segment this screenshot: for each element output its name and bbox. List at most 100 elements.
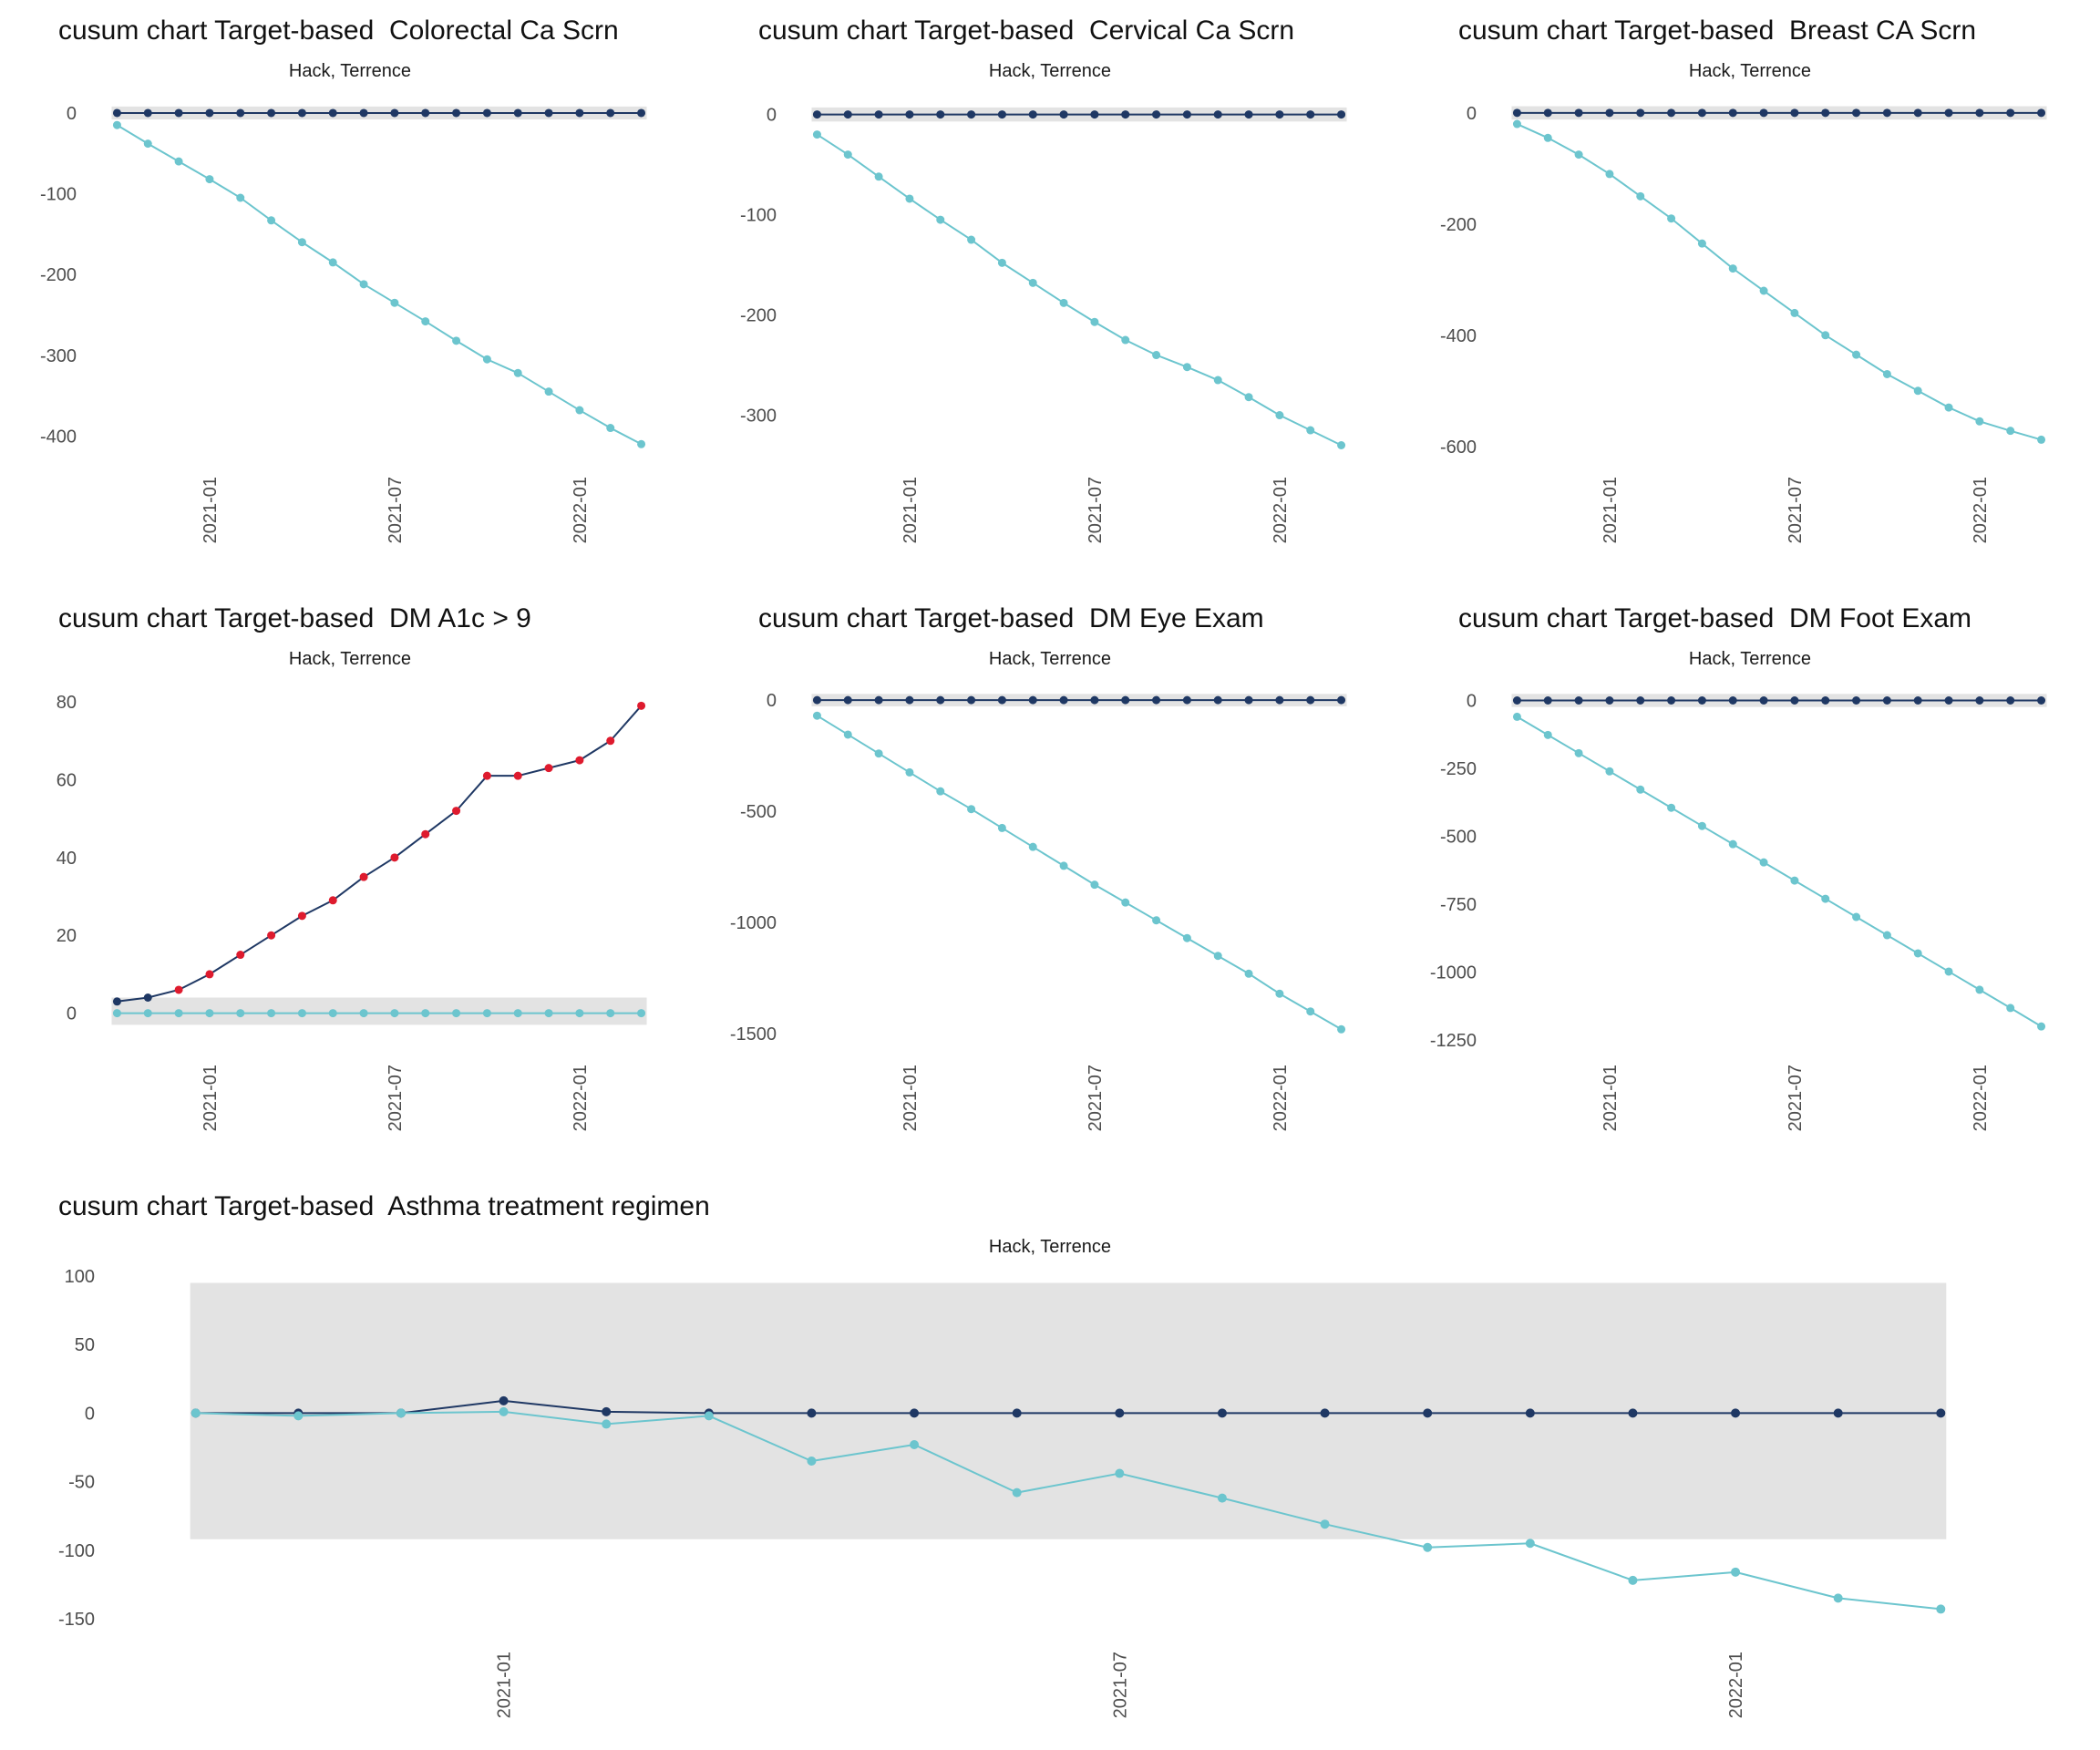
cusum-point bbox=[421, 829, 430, 839]
cusum-point bbox=[1182, 933, 1191, 942]
baseline-point bbox=[1913, 695, 1922, 705]
cusum-point bbox=[1244, 969, 1253, 978]
baseline-point bbox=[1790, 108, 1799, 118]
chart-subtitle: Hack, Terrence bbox=[288, 649, 412, 669]
baseline-point bbox=[452, 108, 461, 118]
cusum-point bbox=[905, 767, 914, 777]
baseline-point bbox=[997, 695, 1006, 705]
baseline-point bbox=[905, 695, 914, 705]
y-tick-label: -300 bbox=[740, 407, 777, 427]
baseline-point bbox=[843, 110, 852, 119]
x-tick-label: 2021-07 bbox=[1110, 1652, 1130, 1718]
x-tick-label: 2022-01 bbox=[1271, 477, 1291, 543]
x-tick-label: 2021-01 bbox=[1601, 1065, 1621, 1131]
cusum-point bbox=[1697, 239, 1706, 248]
baseline-point bbox=[174, 1009, 183, 1018]
chart-subtitle: Hack, Terrence bbox=[1688, 61, 1812, 81]
baseline-point bbox=[1275, 695, 1284, 705]
x-tick-label: 2021-01 bbox=[901, 1065, 921, 1131]
baseline-point bbox=[421, 1009, 430, 1018]
x-tick-label: 2022-01 bbox=[1271, 1065, 1291, 1131]
panel-cervical-ca-scrn: cusum chart Target-based Cervical Ca Scr… bbox=[700, 0, 1400, 588]
control-limit-band bbox=[111, 997, 647, 1025]
baseline-point bbox=[1512, 695, 1521, 705]
cusum-point bbox=[1525, 1539, 1535, 1549]
chart-subtitle: Hack, Terrence bbox=[988, 61, 1112, 81]
cusum-point bbox=[328, 258, 337, 267]
cusum-point bbox=[1028, 842, 1037, 851]
cusum-point bbox=[1759, 858, 1768, 867]
baseline-point bbox=[482, 108, 491, 118]
x-tick-label: 2022-01 bbox=[571, 477, 591, 543]
baseline-point bbox=[297, 1009, 306, 1018]
cusum-point bbox=[1636, 785, 1645, 794]
cusum-point bbox=[1152, 916, 1161, 925]
x-tick-label: 2022-01 bbox=[1971, 477, 1991, 543]
cusum-point bbox=[297, 911, 306, 921]
cusum-point bbox=[359, 872, 368, 881]
baseline-point bbox=[1574, 695, 1583, 705]
baseline-point bbox=[807, 1408, 817, 1418]
cusum-point bbox=[1731, 1567, 1741, 1577]
cusum-point bbox=[143, 993, 152, 1003]
baseline-point bbox=[499, 1395, 509, 1405]
panel-breast-ca-scrn: cusum chart Target-based Breast CA Scrn … bbox=[1400, 0, 2100, 588]
y-tick-label: 50 bbox=[75, 1335, 95, 1355]
y-tick-label: 80 bbox=[57, 693, 77, 713]
baseline-point bbox=[1213, 110, 1222, 119]
panel-dm-eye-exam: cusum chart Target-based DM Eye Exam Hac… bbox=[700, 588, 1400, 1176]
cusum-point bbox=[482, 355, 491, 364]
y-tick-label: 60 bbox=[57, 770, 77, 790]
chart-canvas-asthma: 100 50 0 -50 -100 -150 2021-01 2021-07 2022-01 bbox=[58, 1267, 1947, 1718]
cusum-point bbox=[205, 970, 214, 979]
baseline-point bbox=[112, 108, 121, 118]
baseline-point bbox=[1012, 1408, 1022, 1418]
chart-subtitle: Hack, Terrence bbox=[988, 649, 1112, 669]
baseline-point bbox=[421, 108, 430, 118]
baseline-point bbox=[1667, 695, 1676, 705]
cusum-point bbox=[293, 1411, 304, 1421]
baseline-point bbox=[544, 108, 553, 118]
baseline-point bbox=[2037, 695, 2046, 705]
cusum-point bbox=[1605, 767, 1614, 776]
baseline-point bbox=[1182, 695, 1191, 705]
baseline-point bbox=[1759, 108, 1768, 118]
baseline-point bbox=[910, 1408, 920, 1418]
cusum-point bbox=[1337, 1024, 1346, 1034]
baseline-point bbox=[1833, 1408, 1843, 1418]
cusum-point bbox=[452, 807, 461, 816]
cusum-point bbox=[1821, 894, 1830, 903]
cusum-line bbox=[117, 705, 643, 1003]
baseline-point bbox=[1090, 695, 1099, 705]
baseline-point bbox=[575, 1009, 584, 1018]
baseline-point bbox=[1731, 1408, 1741, 1418]
cusum-point bbox=[1121, 335, 1130, 345]
baseline-point bbox=[482, 1009, 491, 1018]
control-limit-band bbox=[190, 1282, 1947, 1539]
cusum-point bbox=[1244, 393, 1253, 402]
baseline-point bbox=[1059, 110, 1068, 119]
cusum-point bbox=[1090, 880, 1099, 890]
baseline-point bbox=[1337, 110, 1346, 119]
cusum-point bbox=[1936, 1604, 1946, 1614]
baseline-point bbox=[1244, 695, 1253, 705]
baseline-point bbox=[936, 110, 945, 119]
baseline-point bbox=[452, 1009, 461, 1018]
cusum-point bbox=[2006, 1004, 2015, 1013]
y-tick-label: -1000 bbox=[730, 913, 777, 933]
y-tick-label: -400 bbox=[40, 427, 77, 447]
chart-title: cusum chart Target-based DM Eye Exam bbox=[758, 603, 1264, 633]
baseline-point bbox=[390, 108, 399, 118]
cusum-point bbox=[843, 730, 852, 739]
cusum-point bbox=[1423, 1542, 1433, 1552]
cusum-point bbox=[2037, 435, 2046, 444]
y-tick-label: -100 bbox=[740, 206, 777, 226]
cusum-point bbox=[936, 787, 945, 796]
baseline-point bbox=[1821, 108, 1830, 118]
chart-title: cusum chart Target-based Colorectal Ca S… bbox=[58, 15, 619, 46]
cusum-point bbox=[1636, 191, 1645, 201]
y-tick-label: 0 bbox=[767, 106, 777, 126]
y-tick-label: 0 bbox=[85, 1404, 95, 1424]
cusum-point bbox=[1028, 278, 1037, 287]
baseline-point bbox=[1790, 695, 1799, 705]
